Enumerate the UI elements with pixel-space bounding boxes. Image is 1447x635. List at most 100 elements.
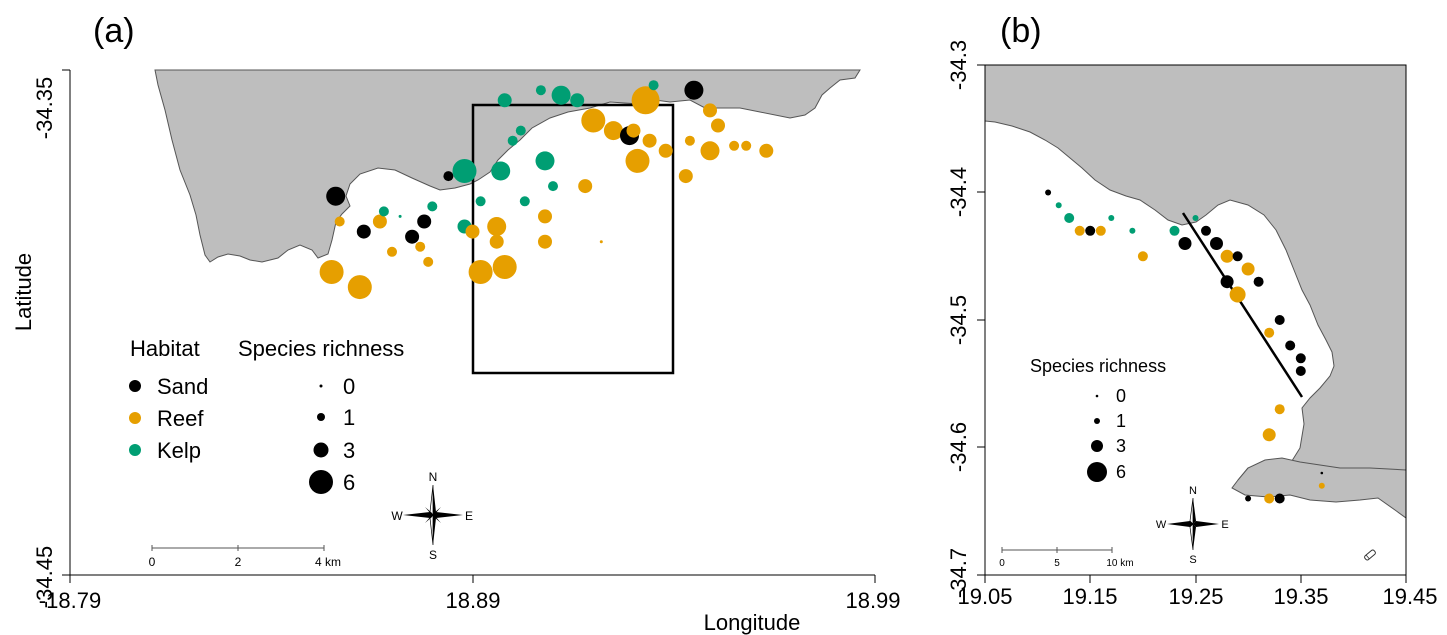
panel-b-x-ticks: [984, 575, 1407, 583]
panel-b-legend-6-marker: [1087, 462, 1107, 482]
legend-habitat-title: Habitat: [130, 336, 200, 361]
x-axis-title: Longitude: [704, 610, 801, 635]
panel-a-land: [154, 69, 861, 263]
site-point-sand: [405, 229, 420, 244]
panel-b-land: [985, 65, 1406, 519]
panel-b-scalebar-label: 5: [1054, 558, 1060, 569]
site-point-sand: [1285, 340, 1296, 351]
site-point-reef: [658, 143, 673, 158]
site-point-kelp: [398, 214, 402, 218]
panel-b: (b) -34.3 -34.4 -34.5 -34.6: [946, 12, 1438, 609]
panel-b-legend-title: Species richness: [1030, 356, 1166, 376]
panel-a-x-tick-label: 18.89: [445, 588, 500, 613]
site-point-kelp: [497, 93, 512, 108]
panel-b-legend-3-marker: [1091, 440, 1103, 452]
panel-b-x-tick-label: 19.05: [957, 584, 1012, 609]
site-point-kelp: [1129, 227, 1136, 234]
site-point-reef: [1137, 251, 1148, 262]
site-point-kelp: [507, 135, 518, 146]
site-point-reef: [1229, 286, 1246, 303]
y-axis-title: Latitude: [11, 253, 36, 331]
panel-b-legend-0-marker: [1095, 394, 1099, 398]
panel-b-legend-3-label: 3: [1116, 436, 1126, 456]
site-point-kelp: [427, 201, 438, 212]
legend-sand-swatch: [129, 380, 141, 392]
site-point-kelp: [378, 206, 389, 217]
panel-b-legend-1-marker: [1094, 418, 1100, 424]
site-point-reef: [703, 103, 717, 118]
site-point-reef: [599, 240, 603, 244]
legend-kelp-swatch: [129, 444, 141, 456]
site-point-sand: [417, 214, 432, 229]
panel-b-legend-0-label: 0: [1116, 386, 1126, 406]
legend-sand-label: Sand: [157, 374, 208, 399]
panel-b-x-tick-label: 19.35: [1273, 584, 1328, 609]
site-point-sand: [1274, 315, 1285, 325]
panel-b-y-ticks: [977, 64, 985, 576]
legend-richness-6-label: 6: [343, 470, 355, 495]
site-point-reef: [642, 133, 657, 148]
site-point-reef: [684, 135, 695, 146]
site-point-kelp: [570, 93, 585, 108]
site-point-reef: [759, 143, 774, 158]
legend-reef-label: Reef: [157, 406, 204, 431]
site-point-sand: [1320, 471, 1324, 475]
site-point-kelp: [551, 85, 571, 105]
panel-b-x-tick-label: 19.15: [1062, 584, 1117, 609]
site-point-reef: [1318, 482, 1325, 489]
legend-richness-1-label: 1: [343, 405, 355, 430]
site-point-reef: [319, 260, 344, 284]
panel-a-compass-n: N: [429, 470, 438, 484]
site-point-sand: [1253, 276, 1264, 287]
site-point-kelp: [1108, 215, 1115, 221]
legend-richness-1-marker: [317, 413, 325, 421]
panel-b-points: [1045, 189, 1325, 504]
site-point-reef: [1241, 262, 1255, 276]
site-point-kelp: [648, 80, 659, 91]
panel-b-tag: (b): [1000, 12, 1042, 50]
site-point-reef: [538, 234, 552, 249]
site-point-kelp: [491, 161, 511, 181]
panel-a-scalebar-label: 0: [149, 555, 156, 569]
legend-richness-0-label: 0: [343, 374, 355, 399]
panel-b-scalebar: 0 5 10 km: [999, 547, 1134, 569]
site-point-reef: [578, 179, 593, 194]
site-point-sand: [1220, 275, 1234, 289]
site-point-reef: [487, 217, 507, 236]
panel-a-x-tick-label: -18.79: [39, 588, 101, 613]
panel-b-transect-line: [1181, 212, 1304, 398]
site-point-reef: [631, 86, 660, 115]
panel-b-y-tick-label: -34.3: [946, 40, 971, 90]
site-point-sand: [443, 171, 454, 182]
panel-b-y-tick-label: -34.7: [946, 548, 971, 598]
site-point-reef: [700, 141, 720, 161]
site-point-kelp: [515, 125, 526, 136]
panel-b-legend: Species richness 0 1 3 6: [1030, 356, 1166, 482]
site-point-reef: [538, 209, 552, 224]
site-point-kelp: [535, 151, 555, 171]
site-point-sand: [1245, 495, 1252, 502]
panel-a-legend: Habitat Sand Reef Kelp Species richness …: [129, 336, 404, 495]
site-point-reef: [603, 121, 623, 141]
site-point-sand: [1295, 353, 1306, 364]
legend-richness-3-label: 3: [343, 438, 355, 463]
panel-b-y-tick-label: -34.5: [946, 295, 971, 345]
panel-a-compass-e: E: [465, 509, 473, 523]
site-point-reef: [678, 169, 693, 184]
panel-b-compass-n: N: [1189, 485, 1197, 497]
legend-richness-0-marker: [319, 384, 323, 388]
legend-kelp-label: Kelp: [157, 438, 201, 463]
panel-b-compass-w: W: [1156, 519, 1167, 531]
site-point-kelp: [475, 196, 486, 207]
site-point-reef: [492, 255, 517, 279]
panel-a-scalebar-label: 2: [235, 555, 242, 569]
site-point-sand: [1274, 493, 1285, 504]
site-point-reef: [1264, 493, 1275, 504]
legend-richness-6-marker: [309, 470, 333, 494]
site-point-reef: [711, 118, 725, 133]
panel-a-compass-w: W: [391, 509, 403, 523]
panel-b-compass-s: S: [1189, 554, 1196, 566]
site-point-reef: [334, 216, 345, 227]
site-point-reef: [1220, 249, 1234, 263]
